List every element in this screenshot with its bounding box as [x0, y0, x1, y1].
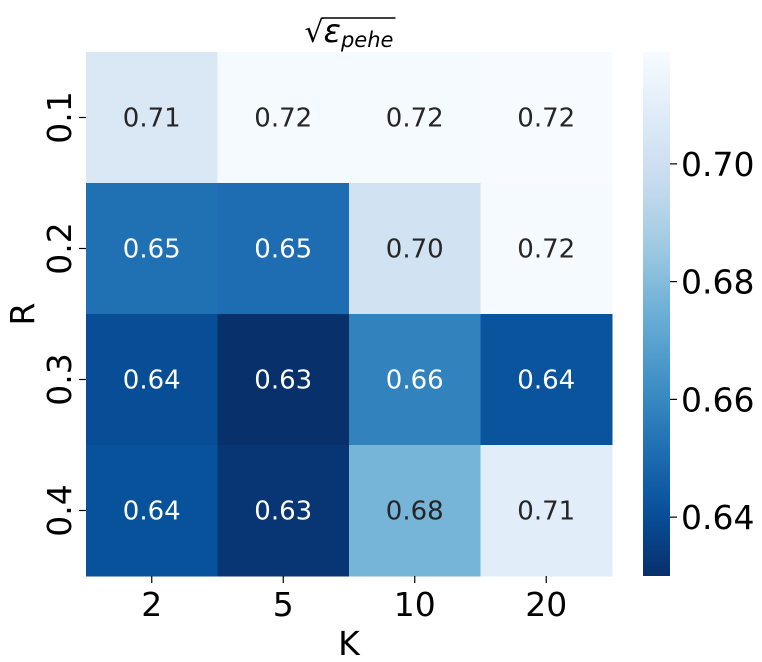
cell-value-label: 0.72 — [517, 235, 575, 265]
cell-value-label: 0.63 — [254, 366, 312, 396]
x-tick-label: 10 — [394, 585, 436, 624]
heatmap-cell — [480, 183, 613, 315]
heatmap-cell — [480, 314, 613, 446]
heatmap-cell — [217, 52, 350, 184]
heatmap-cell — [86, 314, 218, 446]
heatmap-cells — [86, 52, 613, 577]
cell-value-label: 0.72 — [254, 104, 312, 134]
colorbar-tick-label: 0.64 — [681, 498, 754, 537]
colorbar-tick-label: 0.68 — [681, 263, 754, 302]
y-tick-label: 0.3 — [40, 353, 79, 405]
colorbar-tick-label: 0.70 — [681, 145, 754, 184]
heatmap-cell — [349, 52, 481, 184]
cell-value-label: 0.66 — [386, 366, 444, 396]
y-axis: 0.1 0.2 0.3 0.4 — [40, 91, 86, 537]
y-axis-label: R — [3, 303, 42, 326]
cell-value-label: 0.63 — [254, 497, 312, 527]
colorbar: 0.64 0.66 0.68 0.70 — [643, 52, 754, 576]
x-tick-label: 5 — [273, 585, 294, 624]
heatmap-cell — [217, 314, 350, 446]
cell-value-label: 0.70 — [386, 235, 444, 265]
cell-value-label: 0.68 — [386, 497, 444, 527]
cell-value-label: 0.64 — [517, 366, 575, 396]
heatmap-cell — [480, 52, 613, 184]
heatmap-cell — [217, 183, 350, 315]
heatmap-cell — [349, 445, 481, 577]
heatmap-cell — [480, 445, 613, 577]
cell-value-label: 0.64 — [123, 366, 181, 396]
chart-title-text: √εpehe — [305, 12, 394, 52]
heatmap-cell — [217, 445, 350, 577]
y-tick-label: 0.1 — [40, 91, 79, 143]
heatmap-cell — [86, 52, 218, 184]
heatmap-cell — [349, 314, 481, 446]
x-axis: 2 5 10 20 — [141, 576, 567, 624]
heatmap-cell — [86, 445, 218, 577]
cell-value-label: 0.71 — [517, 497, 575, 527]
cell-value-label: 0.65 — [254, 235, 312, 265]
y-tick-label: 0.2 — [40, 222, 79, 274]
cell-value-label: 0.72 — [517, 104, 575, 134]
heatmap-cell-labels: 0.71 0.72 0.72 0.72 0.65 0.65 0.70 0.72 0.64 0.63… — [123, 104, 575, 527]
colorbar-gradient — [643, 52, 670, 576]
y-tick-label: 0.4 — [40, 484, 79, 536]
heatmap-cell — [349, 183, 481, 315]
heatmap-cell — [86, 183, 218, 315]
cell-value-label: 0.65 — [123, 235, 181, 265]
cell-value-label: 0.72 — [386, 104, 444, 134]
x-tick-label: 2 — [141, 585, 162, 624]
cell-value-label: 0.71 — [123, 104, 181, 134]
chart-title: √εpehe — [305, 12, 396, 52]
x-tick-label: 20 — [525, 585, 567, 624]
x-axis-label: K — [338, 624, 361, 662]
colorbar-tick-label: 0.66 — [681, 380, 754, 419]
cell-value-label: 0.64 — [123, 497, 181, 527]
